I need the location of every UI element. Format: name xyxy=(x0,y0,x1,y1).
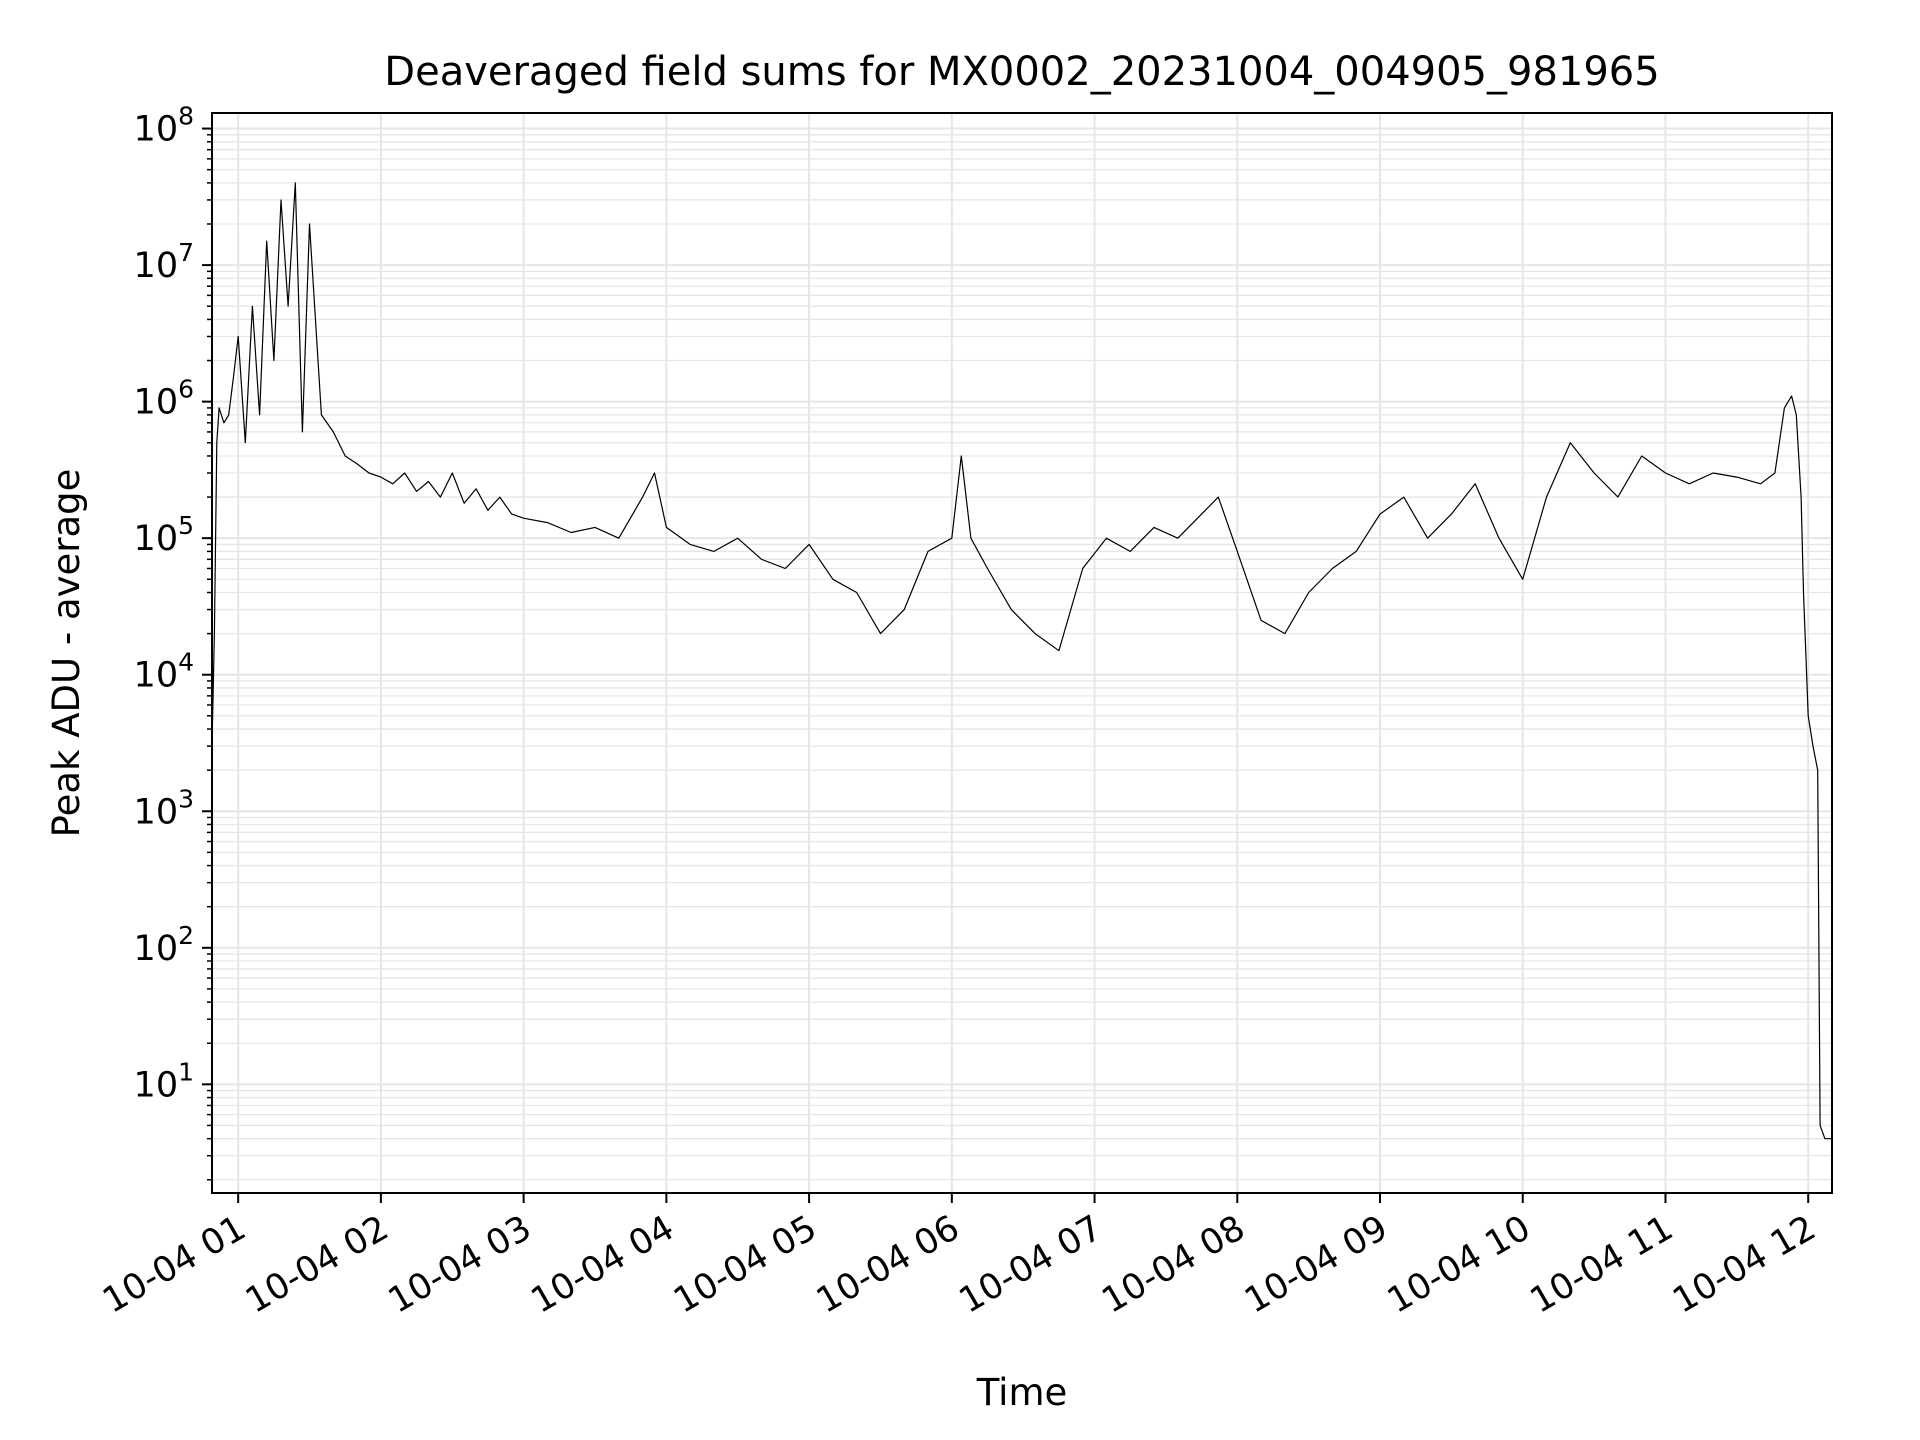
chart-title: Deaveraged field sums for MX0002_2023100… xyxy=(384,49,1659,95)
plot-area xyxy=(212,182,1832,1140)
y-tick-label: 102 xyxy=(134,921,194,969)
y-tick-label: 105 xyxy=(134,511,194,559)
y-tick-label: 108 xyxy=(134,102,194,150)
y-tick-label: 103 xyxy=(134,784,194,832)
series-line xyxy=(212,182,1832,1140)
y-axis-label: Peak ADU - average xyxy=(45,469,88,838)
y-tick-label: 107 xyxy=(134,238,194,286)
axes-frame xyxy=(211,112,1833,1194)
x-axis-label: Time xyxy=(976,1371,1068,1414)
y-axis-ticks: 101 102 103 104 105 106 107 108 xyxy=(134,102,212,1181)
y-tick-label: 104 xyxy=(134,648,194,696)
y-tick-label: 101 xyxy=(134,1057,194,1105)
grid-lines xyxy=(212,113,1832,1193)
y-tick-label: 106 xyxy=(134,375,194,423)
